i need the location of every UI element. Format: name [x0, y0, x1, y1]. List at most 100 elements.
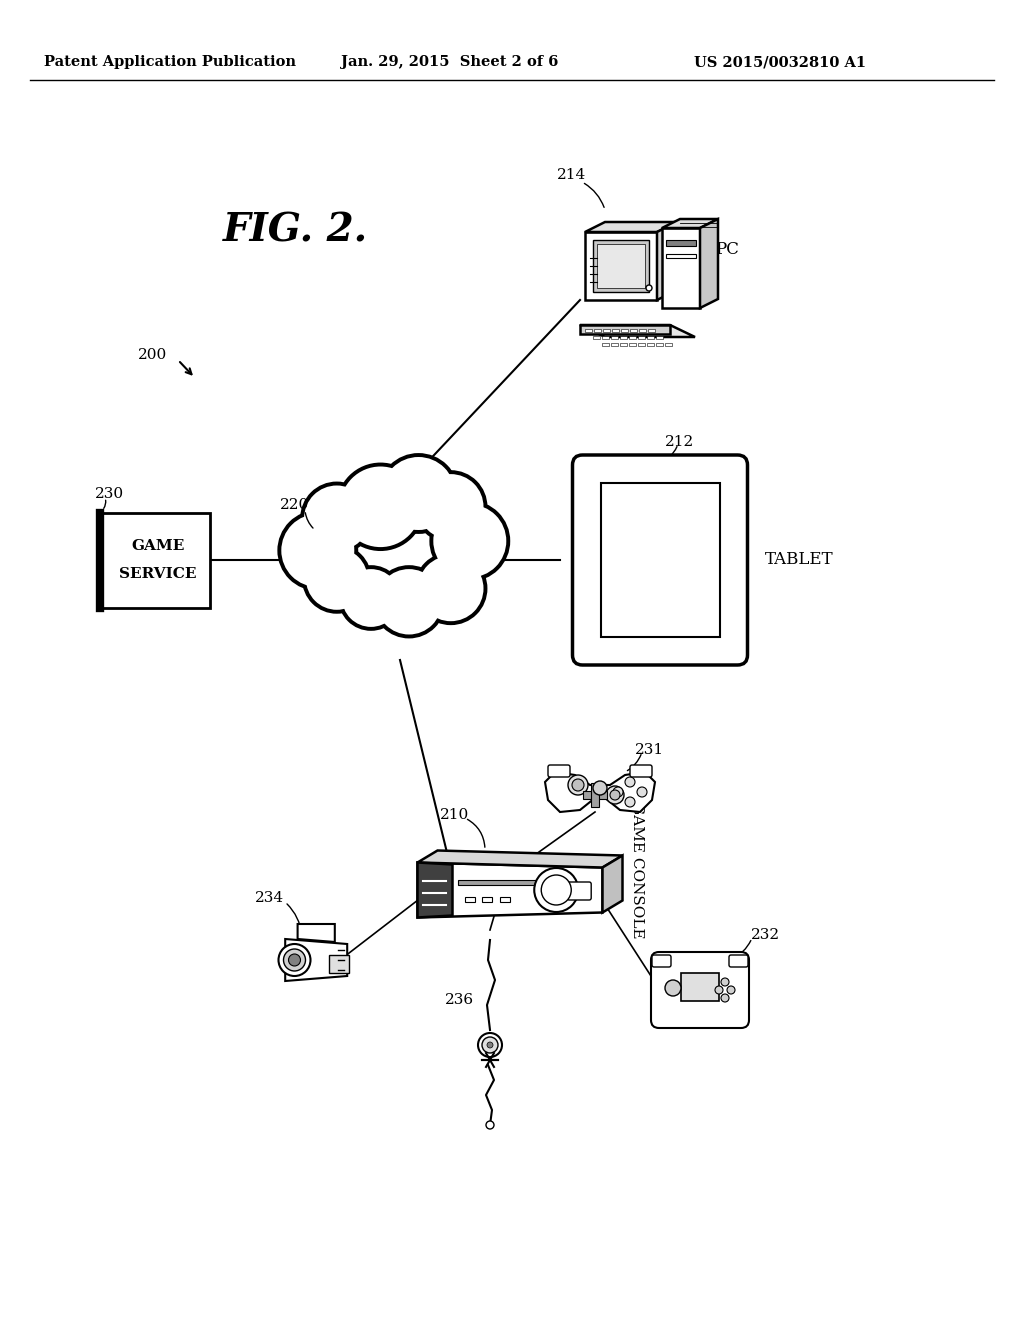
Bar	[597, 244, 645, 288]
Circle shape	[593, 781, 607, 795]
Text: SERVICE: SERVICE	[119, 568, 197, 581]
Bar	[612, 329, 618, 333]
Text: PC: PC	[715, 242, 739, 259]
Text: Patent Application Publication: Patent Application Publication	[44, 55, 296, 69]
Text: 210: 210	[440, 808, 470, 822]
Circle shape	[568, 775, 588, 795]
Bar	[647, 337, 654, 339]
Circle shape	[610, 789, 620, 800]
Bar	[602, 343, 608, 346]
Circle shape	[646, 285, 652, 290]
Bar	[647, 343, 653, 346]
Bar	[621, 329, 628, 333]
Text: Jan. 29, 2015  Sheet 2 of 6: Jan. 29, 2015 Sheet 2 of 6	[341, 55, 559, 69]
Bar	[630, 337, 636, 339]
Polygon shape	[418, 850, 623, 867]
Bar	[666, 253, 696, 257]
Bar	[620, 343, 627, 346]
Polygon shape	[580, 325, 695, 337]
Text: 220: 220	[281, 498, 309, 512]
Circle shape	[606, 785, 624, 804]
Polygon shape	[585, 222, 677, 232]
Text: TABLET: TABLET	[765, 552, 834, 569]
FancyBboxPatch shape	[630, 766, 652, 777]
Polygon shape	[545, 772, 655, 812]
Text: US 2015/0032810 A1: US 2015/0032810 A1	[694, 55, 866, 69]
Polygon shape	[585, 232, 657, 300]
Bar	[465, 898, 475, 902]
Text: 236: 236	[445, 993, 474, 1007]
Polygon shape	[580, 325, 670, 334]
Circle shape	[625, 777, 635, 787]
FancyBboxPatch shape	[652, 954, 671, 968]
Circle shape	[482, 1038, 498, 1053]
Circle shape	[625, 797, 635, 807]
Bar	[665, 343, 672, 346]
Circle shape	[478, 1034, 502, 1057]
Text: 230: 230	[95, 487, 124, 502]
Bar	[594, 329, 601, 333]
Circle shape	[637, 787, 647, 797]
Circle shape	[727, 986, 735, 994]
Bar	[648, 329, 655, 333]
Bar	[666, 240, 696, 246]
Bar	[656, 337, 664, 339]
Polygon shape	[286, 939, 347, 981]
Bar	[600, 483, 720, 638]
Bar	[329, 954, 348, 973]
Bar	[611, 337, 618, 339]
Polygon shape	[298, 924, 335, 942]
Bar	[585, 329, 592, 333]
Circle shape	[486, 1121, 494, 1129]
Circle shape	[721, 978, 729, 986]
Bar	[621, 337, 628, 339]
Circle shape	[284, 949, 305, 972]
FancyBboxPatch shape	[729, 954, 748, 968]
Text: 231: 231	[636, 743, 665, 756]
Bar	[500, 898, 510, 902]
FancyBboxPatch shape	[548, 766, 570, 777]
Text: GAME: GAME	[131, 539, 184, 553]
Bar	[639, 329, 646, 333]
Bar	[638, 343, 645, 346]
Polygon shape	[657, 222, 677, 300]
FancyBboxPatch shape	[572, 455, 748, 665]
Text: 200: 200	[138, 348, 167, 362]
Bar	[629, 343, 636, 346]
Circle shape	[535, 869, 579, 912]
Bar	[655, 343, 663, 346]
Polygon shape	[602, 855, 623, 912]
Text: 232: 232	[751, 928, 779, 942]
FancyBboxPatch shape	[567, 882, 591, 900]
Bar	[583, 791, 607, 799]
Polygon shape	[662, 228, 700, 308]
Circle shape	[542, 875, 571, 906]
Bar	[100, 512, 210, 607]
Text: 234: 234	[255, 891, 285, 906]
Bar	[593, 337, 600, 339]
Bar	[603, 329, 610, 333]
Circle shape	[715, 986, 723, 994]
Polygon shape	[418, 862, 453, 917]
Bar	[681, 973, 719, 1001]
Circle shape	[721, 994, 729, 1002]
Circle shape	[487, 1041, 493, 1048]
Polygon shape	[700, 219, 718, 308]
Circle shape	[613, 787, 623, 797]
Polygon shape	[418, 862, 602, 917]
Bar	[593, 240, 649, 292]
Bar	[630, 329, 637, 333]
Circle shape	[289, 954, 300, 966]
Bar	[591, 783, 599, 807]
Bar	[602, 337, 609, 339]
Bar	[458, 880, 541, 884]
Circle shape	[279, 944, 310, 975]
Polygon shape	[662, 219, 718, 228]
Text: FIG. 2.: FIG. 2.	[222, 211, 368, 249]
Circle shape	[665, 979, 681, 997]
Text: 214: 214	[557, 168, 587, 182]
Text: GAME CONSOLE: GAME CONSOLE	[630, 801, 644, 939]
Bar	[610, 343, 617, 346]
Text: 212: 212	[666, 436, 694, 449]
Circle shape	[572, 779, 584, 791]
